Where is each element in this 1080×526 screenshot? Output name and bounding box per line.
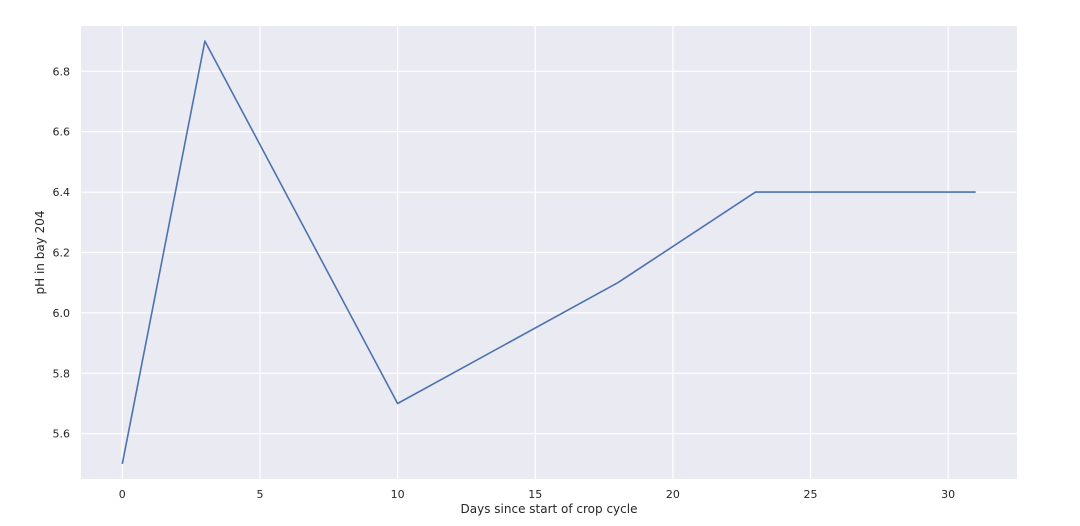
y-tick-label: 6.2 [53,247,71,260]
x-tick-label: 5 [256,488,263,501]
x-tick-label: 10 [391,488,405,501]
x-axis-label: Days since start of crop cycle [461,502,638,516]
y-axis-label: pH in bay 204 [33,211,47,295]
y-tick-label: 6.6 [53,126,71,139]
y-tick-label: 6.0 [53,307,71,320]
x-tick-label: 0 [119,488,126,501]
y-tick-label: 6.4 [53,186,71,199]
x-tick-label: 25 [804,488,818,501]
x-tick-label: 15 [528,488,542,501]
x-axis-ticks: 0 5 10 15 20 25 30 [119,488,955,501]
series-layer [121,40,976,465]
series-line-0 [121,40,976,465]
grid [81,26,1017,479]
x-tick-label: 30 [941,488,955,501]
x-tick-label: 20 [666,488,680,501]
y-tick-label: 5.8 [53,367,71,380]
y-tick-label: 6.8 [53,65,71,78]
y-tick-label: 5.6 [53,428,71,441]
y-axis-ticks: 5.6 5.8 6.0 6.2 6.4 6.6 6.8 [53,65,71,440]
